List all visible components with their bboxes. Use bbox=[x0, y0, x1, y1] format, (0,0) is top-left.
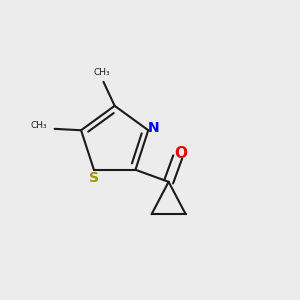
Text: S: S bbox=[89, 171, 99, 185]
Text: CH₃: CH₃ bbox=[31, 122, 47, 130]
Text: CH₃: CH₃ bbox=[94, 68, 110, 76]
Text: N: N bbox=[148, 121, 159, 135]
Text: O: O bbox=[175, 146, 188, 161]
